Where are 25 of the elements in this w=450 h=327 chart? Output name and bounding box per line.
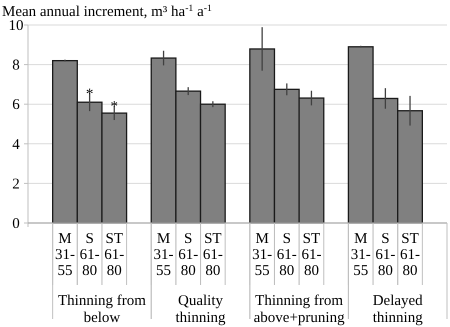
text: Delayed thinning: [372, 293, 424, 326]
x-tick-label: M 31-55: [252, 231, 272, 279]
x-tick-label: S 61-80: [276, 231, 297, 279]
x-tick-label: ST 61-80: [104, 231, 124, 279]
x-tick-label: ST 61-80: [301, 231, 322, 279]
y-tick-label: 10: [8, 18, 24, 34]
x-tick-label: S 61-80: [80, 231, 100, 279]
x-tick-label: ST 61-80: [400, 231, 420, 279]
data-label: *: [110, 99, 118, 116]
x-tick-label: S 61-80: [375, 231, 396, 279]
x-tick-label: ST 61-80: [202, 231, 223, 279]
data-label: *: [86, 86, 94, 102]
text: Thinning from above+pruning: [254, 293, 346, 326]
x-tick-label: S 61-80: [178, 231, 198, 279]
text: Thinning from below: [58, 293, 146, 326]
y-tick-label: 2: [12, 176, 20, 192]
x-tick-label: M 31-55: [154, 231, 174, 279]
x-tick-label: M 31-55: [350, 231, 371, 279]
y-axis-title: Mean annual increment, m³ ha$^{-1}$ a$^{-1}$: [2, 2, 212, 20]
y-tick-label: 4: [12, 136, 20, 153]
x-tick-label: M 31-55: [54, 231, 75, 279]
text: Quality thinning: [176, 293, 226, 326]
y-tick-label: 0: [12, 216, 20, 232]
y-tick-label: 6: [12, 97, 20, 114]
y-tick-label: 8: [12, 58, 20, 74]
